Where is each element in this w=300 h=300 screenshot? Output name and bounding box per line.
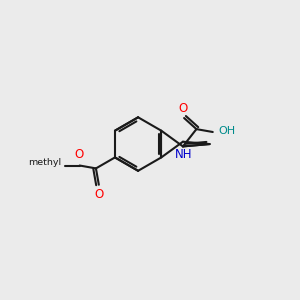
Text: NH: NH: [176, 148, 193, 161]
Text: OH: OH: [219, 125, 236, 136]
Text: methyl: methyl: [28, 158, 61, 167]
Text: O: O: [95, 188, 104, 201]
Text: O: O: [74, 148, 84, 161]
Text: O: O: [178, 102, 188, 115]
